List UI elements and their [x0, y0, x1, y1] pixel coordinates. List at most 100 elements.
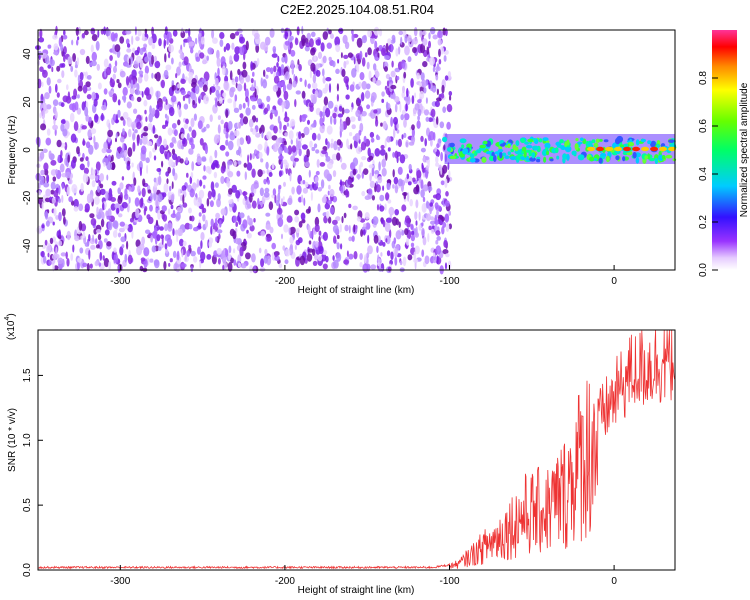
noise-dot	[393, 116, 398, 125]
noise-dot	[385, 238, 388, 243]
noise-dot	[227, 171, 234, 178]
noise-dot	[141, 32, 145, 41]
noise-dot	[446, 121, 451, 130]
noise-dot	[45, 137, 52, 146]
noise-dot	[67, 154, 70, 163]
noise-dot	[396, 76, 400, 81]
noise-dot	[238, 103, 243, 111]
noise-dot	[417, 99, 422, 104]
noise-dot	[435, 66, 441, 72]
noise-dot	[70, 133, 77, 143]
noise-dot	[94, 113, 99, 123]
noise-dot	[434, 202, 439, 210]
noise-dot	[154, 259, 160, 269]
noise-dot	[410, 234, 415, 242]
noise-dot	[205, 165, 211, 174]
noise-dot	[61, 183, 64, 190]
noise-dot	[397, 46, 401, 55]
noise-dot	[88, 116, 92, 124]
noise-dot	[199, 260, 202, 269]
noise-dot	[367, 147, 371, 157]
noise-dot	[246, 232, 252, 239]
noise-dot	[390, 43, 393, 53]
noise-dot	[304, 161, 310, 168]
noise-dot	[153, 182, 158, 188]
x-tick-label: -200	[275, 576, 295, 587]
noise-dot	[175, 211, 181, 221]
signal-blob	[562, 153, 567, 160]
noise-dot	[381, 167, 387, 177]
noise-dot	[139, 198, 144, 208]
noise-dot	[386, 136, 391, 143]
noise-dot	[79, 157, 84, 162]
noise-dot	[368, 155, 374, 161]
noise-dot	[103, 238, 108, 243]
noise-dot	[443, 240, 448, 248]
noise-dot	[74, 235, 80, 242]
noise-dot	[330, 138, 334, 143]
noise-dot	[373, 234, 379, 244]
noise-dot	[143, 99, 148, 107]
noise-dot	[330, 33, 334, 39]
noise-dot	[179, 238, 184, 247]
noise-dot	[112, 161, 115, 171]
noise-dot	[129, 86, 135, 95]
x-tick-label: -300	[110, 576, 130, 587]
noise-dot	[284, 248, 291, 257]
noise-dot	[401, 91, 406, 99]
noise-dot	[408, 163, 412, 171]
noise-dot	[70, 253, 74, 261]
noise-dot	[167, 192, 170, 197]
noise-dot	[165, 98, 168, 105]
noise-dot	[93, 141, 99, 150]
noise-dot	[381, 47, 386, 57]
noise-dot	[274, 194, 277, 204]
noise-dot	[420, 72, 425, 81]
noise-dot	[352, 168, 357, 176]
noise-dot	[154, 60, 161, 69]
noise-dot	[82, 231, 86, 239]
noise-dot	[73, 206, 79, 212]
noise-dot	[359, 253, 363, 260]
noise-dot	[234, 46, 241, 55]
noise-dot	[405, 103, 408, 112]
noise-dot	[48, 85, 52, 94]
noise-dot	[377, 52, 380, 58]
noise-dot	[202, 214, 206, 222]
noise-dot	[309, 70, 312, 79]
noise-dot	[272, 144, 276, 151]
noise-dot	[390, 251, 394, 260]
noise-dot	[400, 114, 405, 121]
noise-dot	[420, 189, 425, 198]
noise-dot	[43, 255, 47, 264]
noise-dot	[188, 223, 193, 230]
noise-dot	[284, 40, 290, 46]
noise-dot	[233, 259, 237, 266]
noise-dot	[317, 51, 323, 60]
noise-dot	[441, 84, 445, 94]
noise-dot	[193, 227, 199, 232]
noise-dot	[335, 68, 340, 75]
noise-dot	[344, 224, 349, 232]
noise-dot	[422, 236, 427, 246]
noise-dot	[122, 86, 128, 96]
noise-dot	[369, 180, 375, 188]
signal-blob	[483, 140, 488, 145]
noise-dot	[356, 216, 362, 222]
noise-dot	[309, 140, 313, 148]
signal-blob	[595, 138, 600, 143]
noise-dot	[96, 63, 101, 71]
noise-dot	[56, 65, 61, 72]
noise-dot	[210, 225, 213, 235]
noise-dot	[332, 170, 337, 178]
noise-dot	[65, 171, 71, 179]
noise-dot	[297, 196, 302, 203]
signal-blob	[449, 155, 457, 160]
noise-dot	[229, 55, 233, 65]
noise-dot	[384, 66, 388, 72]
noise-dot	[188, 96, 191, 105]
noise-dot	[153, 191, 157, 201]
noise-dot	[422, 30, 427, 36]
noise-dot	[61, 63, 66, 68]
noise-dot	[89, 62, 93, 67]
